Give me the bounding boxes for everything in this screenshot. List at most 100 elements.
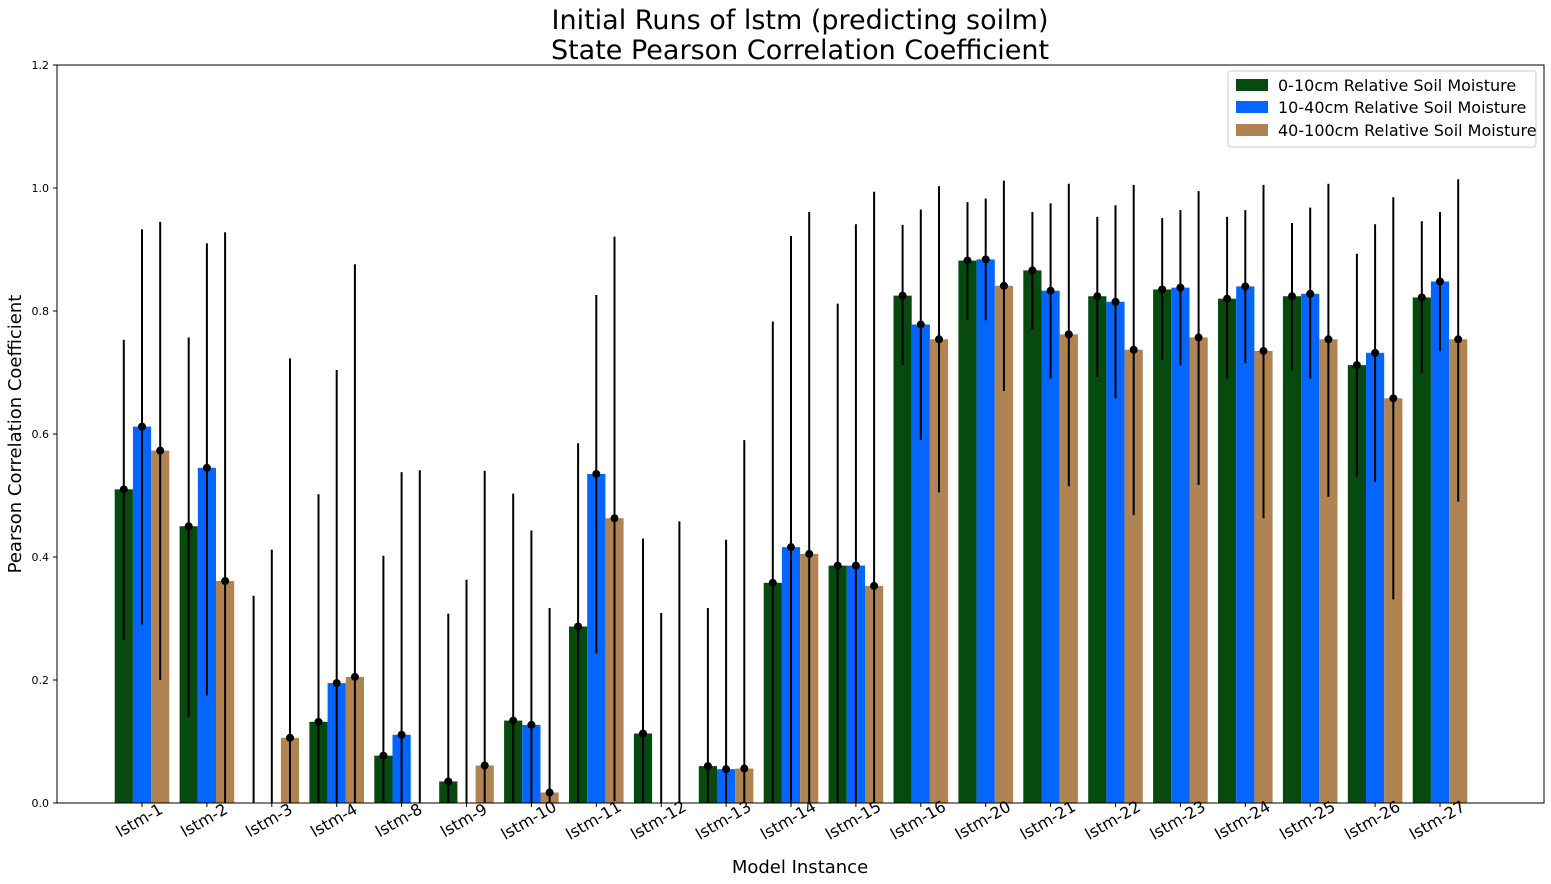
- bar-lstm-26-series-0: [1347, 365, 1366, 803]
- point-lstm-12-series-0: [639, 729, 647, 738]
- point-lstm-3-series-2: [286, 733, 294, 742]
- point-lstm-27-series-2: [1454, 335, 1463, 344]
- bar-lstm-26-series-1: [1366, 352, 1385, 803]
- x-tick-label-lstm-24: lstm-24: [1211, 797, 1273, 844]
- bar-lstm-16-series-1: [911, 324, 930, 803]
- point-lstm-26-series-2: [1389, 394, 1398, 403]
- x-tick-label-lstm-3: lstm-3: [242, 799, 295, 841]
- point-lstm-2-series-2: [221, 576, 230, 585]
- legend-label-40-100cm: 40-100cm Relative Soil Moisture: [1278, 121, 1537, 140]
- chart-title-line-1: Initial Runs of lstm (predicting soilm): [552, 5, 1049, 36]
- bar-lstm-24-series-1: [1236, 286, 1255, 803]
- bar-lstm-16-series-0: [893, 295, 912, 804]
- x-tick-label-lstm-26: lstm-26: [1341, 797, 1403, 844]
- point-lstm-8-series-0: [379, 751, 388, 760]
- x-tick-label-lstm-25: lstm-25: [1276, 797, 1338, 844]
- y-tick-label: 1.0: [32, 182, 50, 195]
- legend-swatch-0-10cm: [1236, 79, 1268, 91]
- point-lstm-24-series-1: [1241, 282, 1250, 291]
- x-tick-label-lstm-15: lstm-15: [822, 797, 884, 844]
- point-lstm-14-series-0: [768, 578, 777, 587]
- point-lstm-26-series-0: [1352, 361, 1361, 370]
- point-lstm-22-series-0: [1093, 292, 1102, 301]
- x-axis: lstm-1 lstm-2 lstm-3 lstm-4 lstm-8 lstm-9 lstm…: [113, 797, 1469, 844]
- x-axis-label: Model Instance: [732, 857, 868, 878]
- point-lstm-4-series-2: [350, 672, 359, 681]
- bar-lstm-23-series-2: [1189, 337, 1208, 803]
- bar-lstm-21-series-0: [1023, 270, 1042, 803]
- bar-lstm-25-series-1: [1301, 293, 1320, 803]
- y-axis-label: Pearson Correlation Coefficient: [5, 295, 26, 574]
- point-lstm-16-series-1: [916, 320, 925, 329]
- bar-lstm-20-series-0: [958, 260, 977, 803]
- x-tick-label-lstm-10: lstm-10: [498, 797, 560, 844]
- point-lstm-16-series-0: [898, 291, 907, 300]
- bar-lstm-27-series-0: [1412, 297, 1431, 803]
- point-lstm-23-series-2: [1194, 333, 1203, 342]
- x-tick-label-lstm-16: lstm-16: [887, 797, 949, 844]
- x-tick-label-lstm-21: lstm-21: [1017, 797, 1079, 844]
- point-lstm-9-series-0: [444, 777, 453, 786]
- bar-lstm-22-series-2: [1124, 349, 1143, 803]
- point-lstm-13-series-0: [703, 762, 712, 771]
- point-lstm-27-series-1: [1436, 277, 1444, 286]
- chart-title-line-2: State Pearson Correlation Coefficient: [551, 35, 1049, 66]
- y-tick-label: 0.4: [32, 551, 50, 564]
- chart-title: Initial Runs of lstm (predicting soilm) …: [551, 5, 1049, 66]
- point-lstm-22-series-1: [1111, 297, 1120, 306]
- bar-lstm-22-series-1: [1106, 301, 1125, 803]
- bar-lstm-20-series-1: [976, 259, 995, 804]
- x-tick-label-lstm-23: lstm-23: [1147, 797, 1209, 844]
- bar-lstm-20-series-2: [994, 285, 1013, 803]
- point-lstm-4-series-1: [332, 679, 341, 688]
- point-lstm-4-series-0: [314, 717, 323, 726]
- point-lstm-24-series-0: [1223, 294, 1232, 303]
- point-lstm-26-series-1: [1371, 348, 1380, 357]
- point-lstm-23-series-0: [1158, 285, 1167, 294]
- legend-swatch-10-40cm: [1236, 101, 1268, 113]
- point-lstm-15-series-2: [870, 581, 879, 590]
- point-lstm-9-series-2: [480, 761, 489, 770]
- bar-lstm-25-series-2: [1319, 339, 1338, 803]
- bar-lstm-24-series-0: [1218, 298, 1237, 803]
- bar-lstm-25-series-0: [1282, 296, 1302, 803]
- legend: 0-10cm Relative Soil Moisture 10-40cm Re…: [1227, 70, 1537, 148]
- legend-frame: [1227, 70, 1537, 148]
- x-tick-label-lstm-27: lstm-27: [1406, 797, 1468, 844]
- point-lstm-20-series-1: [981, 255, 990, 264]
- x-tick-label-lstm-22: lstm-22: [1082, 797, 1144, 844]
- y-axis: 0.0 0.2 0.4 0.6 0.8 1.0 1.2: [32, 59, 57, 810]
- bar-lstm-27-series-1: [1430, 281, 1450, 804]
- point-lstm-21-series-2: [1064, 330, 1073, 339]
- error-bars-layer: [119, 179, 1463, 803]
- point-lstm-21-series-0: [1028, 266, 1037, 275]
- point-lstm-25-series-1: [1306, 289, 1315, 298]
- x-tick-label-lstm-9: lstm-9: [437, 799, 490, 841]
- point-lstm-16-series-2: [935, 335, 943, 344]
- x-tick-label-lstm-2: lstm-2: [177, 799, 230, 841]
- point-lstm-24-series-2: [1259, 346, 1268, 355]
- x-tick-label-lstm-12: lstm-12: [627, 797, 689, 844]
- point-lstm-23-series-1: [1176, 283, 1185, 292]
- point-lstm-10-series-0: [509, 716, 518, 725]
- y-tick-label: 0.8: [32, 305, 50, 318]
- point-lstm-13-series-2: [740, 764, 749, 773]
- bar-lstm-22-series-0: [1088, 296, 1107, 803]
- point-lstm-13-series-1: [722, 765, 731, 774]
- point-lstm-15-series-0: [833, 561, 842, 570]
- y-tick-label: 1.2: [32, 59, 50, 72]
- point-lstm-20-series-0: [963, 256, 972, 265]
- x-tick-label-lstm-13: lstm-13: [692, 797, 754, 844]
- point-lstm-11-series-2: [610, 514, 619, 523]
- x-tick-label-lstm-4: lstm-4: [307, 799, 360, 841]
- legend-swatch-40-100cm: [1236, 124, 1268, 136]
- point-lstm-10-series-1: [527, 720, 536, 729]
- y-tick-label: 0.0: [32, 797, 50, 810]
- bar-lstm-16-series-2: [929, 339, 949, 803]
- bar-lstm-27-series-2: [1449, 339, 1468, 803]
- legend-label-10-40cm: 10-40cm Relative Soil Moisture: [1278, 98, 1526, 117]
- bar-lstm-24-series-2: [1254, 350, 1273, 803]
- point-lstm-22-series-2: [1129, 345, 1138, 354]
- point-lstm-11-series-1: [592, 469, 601, 478]
